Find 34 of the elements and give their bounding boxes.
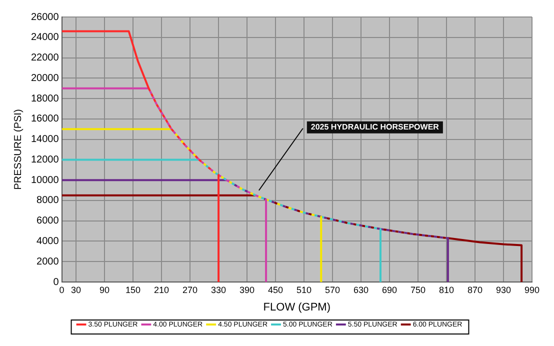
x-tick-label: 330: [211, 284, 226, 295]
y-tick-label: 18000: [30, 93, 60, 104]
x-tick-label: 990: [524, 284, 540, 295]
x-tick-label: 570: [325, 284, 340, 295]
y-tick-label: 10000: [30, 174, 60, 186]
y-tick-label: 26000: [30, 12, 60, 23]
x-tick-label: 750: [410, 284, 426, 295]
x-tick-label: 270: [182, 284, 198, 295]
annotation: 2025 HYDRAULIC HORSEPOWER: [310, 122, 440, 132]
x-tick-label: 210: [154, 284, 170, 295]
x-tick-label: 30: [71, 284, 82, 295]
x-tick-label: 390: [240, 284, 255, 295]
x-tick-label: 690: [382, 284, 398, 295]
x-tick-label: 630: [354, 284, 369, 295]
y-tick-label: 14000: [30, 134, 60, 146]
x-axis-title: FLOW (GPM): [263, 301, 331, 314]
x-tick-label: 510: [296, 284, 312, 295]
x-tick-label: 930: [496, 284, 512, 295]
y-tick-label: 6000: [36, 216, 60, 227]
x-tick-label: 810: [438, 284, 454, 295]
y-tick-label: 24000: [30, 32, 60, 44]
x-tick-label: 450: [268, 284, 284, 295]
x-tick-label: 90: [100, 284, 110, 295]
y-tick-label: 12000: [30, 154, 60, 166]
y-tick-label: 4000: [36, 236, 60, 247]
y-tick-label: 0: [53, 276, 60, 288]
y-tick-label: 22000: [30, 52, 60, 64]
x-tick-label: 870: [467, 284, 483, 295]
y-axis-title: PRESSURE (PSI): [12, 109, 24, 190]
y-tick-label: 8000: [36, 195, 60, 206]
x-tick-label: 150: [126, 284, 141, 295]
y-tick-label: 2000: [36, 256, 60, 268]
y-tick-label: 20000: [30, 72, 60, 84]
y-tick-label: 16000: [30, 114, 60, 125]
